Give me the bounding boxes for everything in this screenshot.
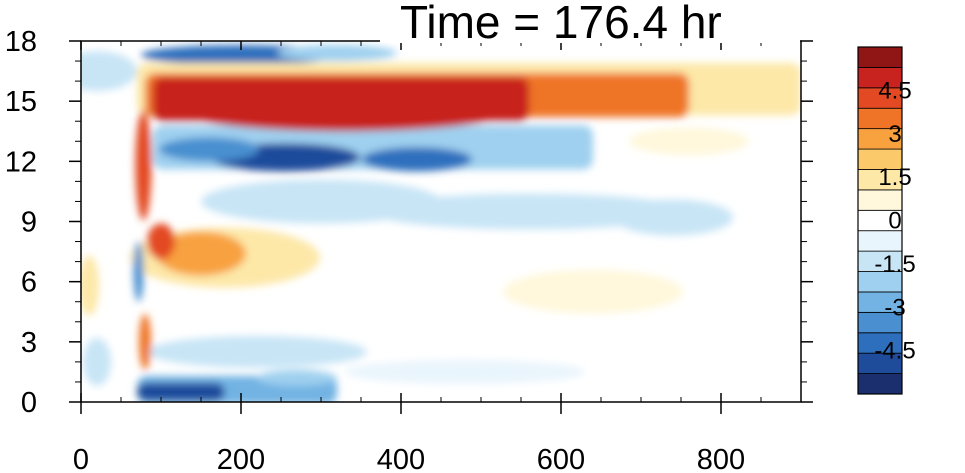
colorbar-label: -3 bbox=[884, 294, 905, 321]
left-blue-patch bbox=[83, 337, 111, 386]
y-tick-label: 12 bbox=[5, 146, 37, 178]
contour-field bbox=[81, 45, 801, 402]
light-yellow-patch bbox=[375, 233, 555, 270]
upper-positive-core-bulge bbox=[175, 87, 515, 132]
colorbar-swatch bbox=[857, 373, 903, 395]
jet-descent bbox=[135, 110, 152, 221]
colorbar-label: -4.5 bbox=[874, 338, 915, 365]
y-tick-label: 15 bbox=[5, 86, 37, 118]
x-tick-label: 800 bbox=[697, 444, 745, 473]
colorbar: 4.5 3 1.5 0 -1.5 -3 -4.5 bbox=[857, 46, 916, 395]
surface-negative-core bbox=[137, 382, 225, 401]
x-tick-label: 200 bbox=[217, 444, 265, 473]
y-tick-label: 6 bbox=[21, 267, 37, 299]
y-tick-label: 9 bbox=[21, 207, 37, 239]
low-positive-stalk bbox=[139, 313, 151, 370]
y-tick-label: 0 bbox=[21, 387, 37, 419]
light-blue-patch bbox=[613, 199, 733, 236]
colorbar-swatch bbox=[857, 46, 903, 68]
colorbar-label: -1.5 bbox=[874, 251, 915, 278]
surface-negative-tail bbox=[257, 369, 337, 386]
colorbar-frame bbox=[857, 46, 903, 395]
plot-area bbox=[80, 40, 802, 403]
axes: 0 200 400 600 800 0 3 6 9 12 15 18 bbox=[5, 26, 813, 473]
colorbar-label: 4.5 bbox=[878, 77, 911, 104]
light-blue-patch bbox=[81, 51, 137, 92]
light-yellow-patch bbox=[629, 127, 749, 156]
light-blue-patch bbox=[147, 335, 367, 368]
colorbar-label: 3 bbox=[888, 121, 901, 148]
y-tick-label: 3 bbox=[21, 327, 37, 359]
top-negative-strip bbox=[277, 45, 397, 62]
mid-positive-blob bbox=[156, 231, 246, 276]
x-tick-label: 0 bbox=[73, 444, 89, 473]
mid-positive-core bbox=[147, 223, 175, 260]
upper-negative-mid bbox=[159, 137, 259, 162]
chart-title: Time = 176.4 hr bbox=[400, 0, 722, 48]
x-tick-label: 600 bbox=[537, 444, 585, 473]
title-backdrop bbox=[380, 0, 800, 43]
upper-negative-core bbox=[362, 147, 472, 172]
x-tick-label: 400 bbox=[377, 444, 425, 473]
light-blue-patch bbox=[369, 193, 689, 230]
light-yellow-patch bbox=[503, 269, 683, 314]
light-blue-patch bbox=[345, 359, 585, 384]
left-orange-patch bbox=[81, 255, 99, 316]
colorbar-label: 0 bbox=[888, 208, 901, 235]
colorbar-label: 1.5 bbox=[878, 164, 911, 191]
y-tick-label: 18 bbox=[5, 26, 37, 58]
low-negative-stalk bbox=[133, 241, 144, 302]
